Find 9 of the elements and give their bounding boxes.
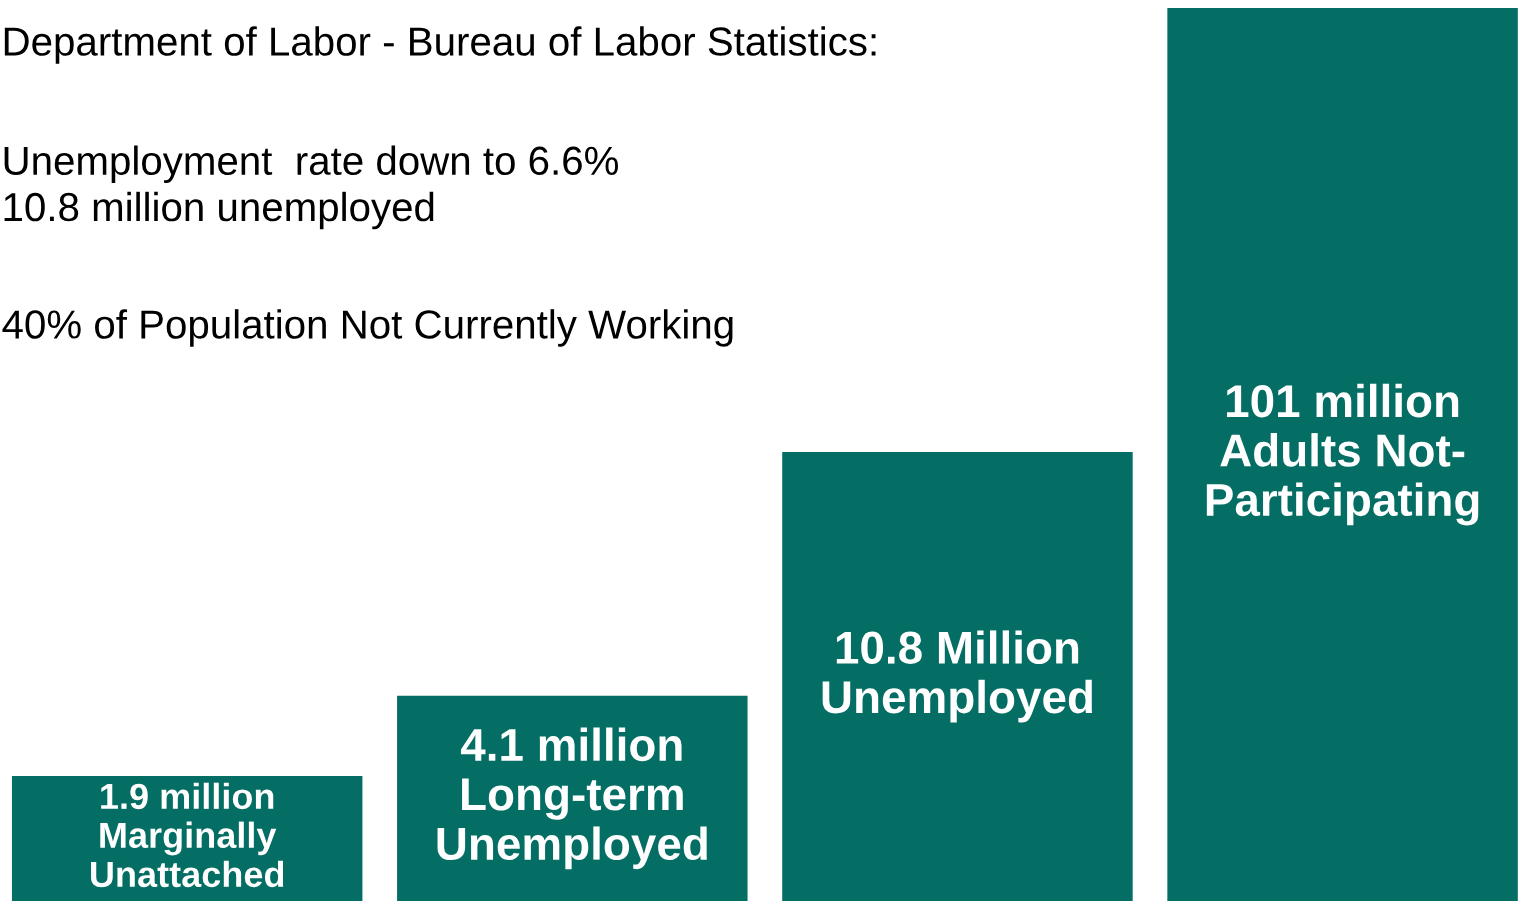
x-tick-label: 101 million Adults Not- Participating — [1206, 383, 1479, 526]
bar — [1167, 8, 1518, 901]
x-tick-label: 4.1 million Long-term Unemployed — [437, 727, 707, 870]
annotation: 40% of Population Not Currently Working — [2, 309, 733, 347]
x-tick-label: 10.8 Million Unemployed — [822, 630, 1092, 723]
annotation: Unemployment rate down to 6.6% 10.8 million unemployed — [4, 145, 619, 230]
x-tick-label: 1.9 million Marginally Unattached — [91, 782, 284, 888]
bar — [782, 451, 1133, 901]
chart-title: Department of Labor - Bureau of Labor Statistics: — [4, 26, 876, 64]
